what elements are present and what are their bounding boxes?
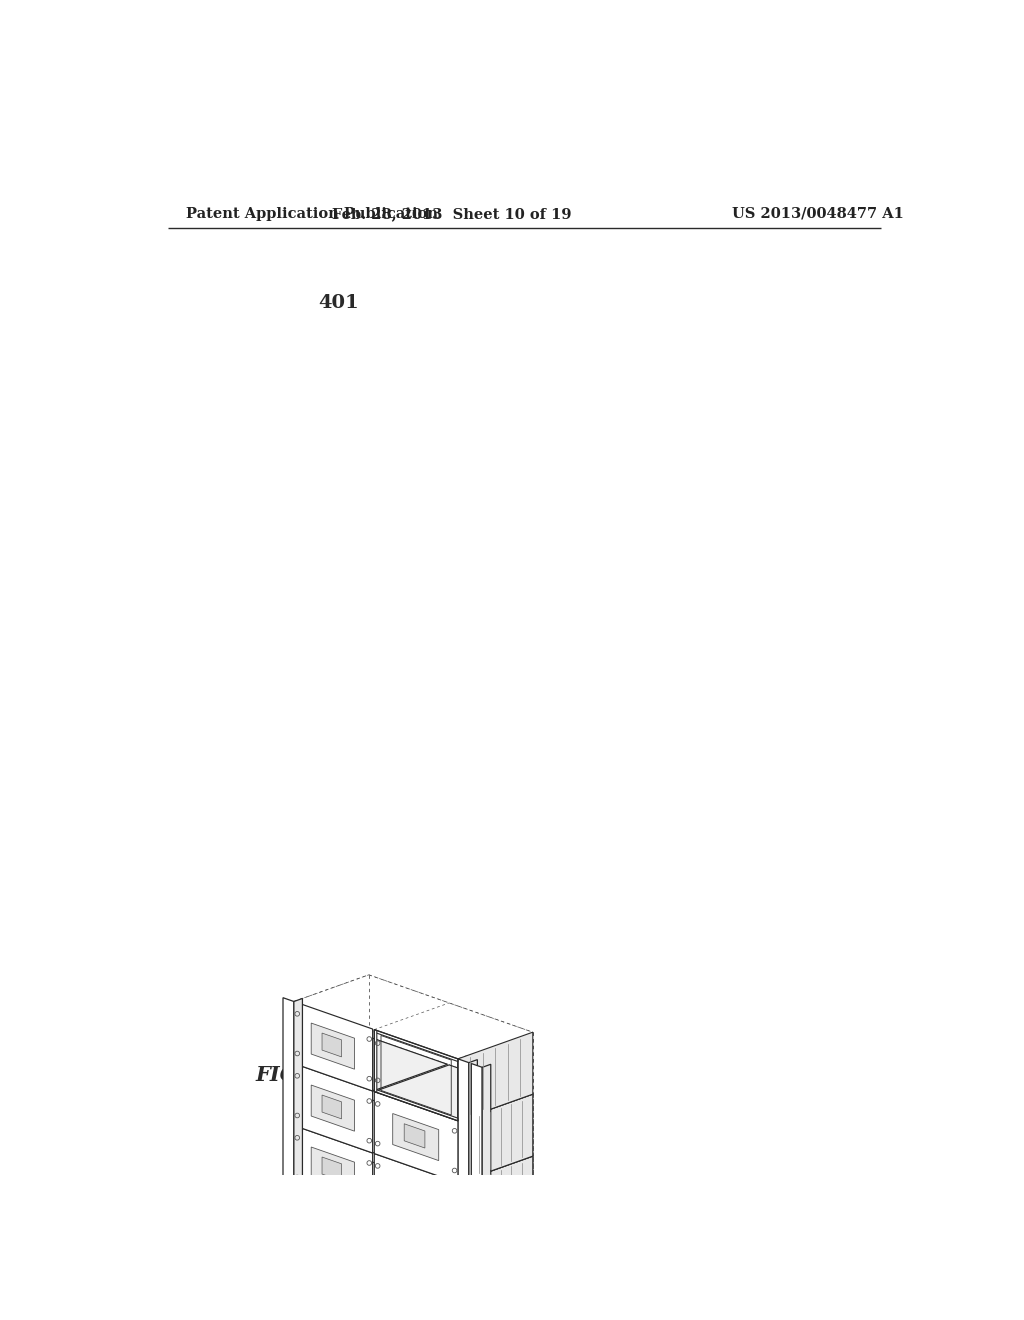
Polygon shape <box>322 1218 342 1243</box>
Polygon shape <box>294 998 302 1320</box>
Polygon shape <box>322 1158 342 1181</box>
Polygon shape <box>375 1089 458 1121</box>
Polygon shape <box>294 1312 373 1320</box>
Polygon shape <box>294 1188 373 1276</box>
Polygon shape <box>375 1189 532 1245</box>
Polygon shape <box>283 998 294 1320</box>
Polygon shape <box>458 1059 469 1320</box>
Polygon shape <box>375 1278 458 1309</box>
Polygon shape <box>404 1185 425 1210</box>
Polygon shape <box>294 1250 296 1312</box>
Polygon shape <box>294 1036 447 1092</box>
Polygon shape <box>375 1030 377 1093</box>
Polygon shape <box>375 1065 532 1121</box>
Polygon shape <box>294 1002 373 1092</box>
Text: Feb. 28, 2013  Sheet 10 of 19: Feb. 28, 2013 Sheet 10 of 19 <box>332 207 571 220</box>
Polygon shape <box>375 1092 458 1183</box>
Polygon shape <box>311 1209 354 1255</box>
Polygon shape <box>482 1064 490 1320</box>
Polygon shape <box>294 1250 373 1279</box>
Polygon shape <box>311 1085 354 1131</box>
Polygon shape <box>375 1127 532 1183</box>
Polygon shape <box>458 1094 532 1183</box>
Polygon shape <box>375 1216 458 1307</box>
Polygon shape <box>294 1284 447 1320</box>
Polygon shape <box>375 1251 532 1307</box>
Polygon shape <box>294 1098 447 1152</box>
Polygon shape <box>294 1126 373 1214</box>
Polygon shape <box>373 1250 447 1320</box>
Polygon shape <box>392 1114 438 1160</box>
Polygon shape <box>458 1280 532 1320</box>
Polygon shape <box>458 1218 532 1307</box>
Polygon shape <box>471 1064 482 1320</box>
Polygon shape <box>322 1034 342 1057</box>
Polygon shape <box>311 1147 354 1193</box>
Polygon shape <box>375 1278 377 1320</box>
Polygon shape <box>294 1222 447 1276</box>
Polygon shape <box>392 1238 438 1284</box>
Text: 401: 401 <box>317 294 358 312</box>
Polygon shape <box>458 1032 532 1121</box>
Polygon shape <box>392 1176 438 1222</box>
Polygon shape <box>294 1308 373 1320</box>
Polygon shape <box>375 1154 458 1245</box>
Polygon shape <box>458 1156 532 1245</box>
Polygon shape <box>404 1247 425 1272</box>
Text: US 2013/0048477 A1: US 2013/0048477 A1 <box>732 207 904 220</box>
Polygon shape <box>322 1096 342 1119</box>
Text: FIG. 4: FIG. 4 <box>256 1065 327 1085</box>
Polygon shape <box>375 1313 532 1320</box>
Text: Patent Application Publication: Patent Application Publication <box>186 207 438 220</box>
Polygon shape <box>311 1023 354 1069</box>
Polygon shape <box>404 1123 425 1148</box>
Polygon shape <box>469 1060 477 1320</box>
Polygon shape <box>375 1030 458 1061</box>
Polygon shape <box>294 1160 447 1214</box>
Polygon shape <box>294 1064 373 1152</box>
